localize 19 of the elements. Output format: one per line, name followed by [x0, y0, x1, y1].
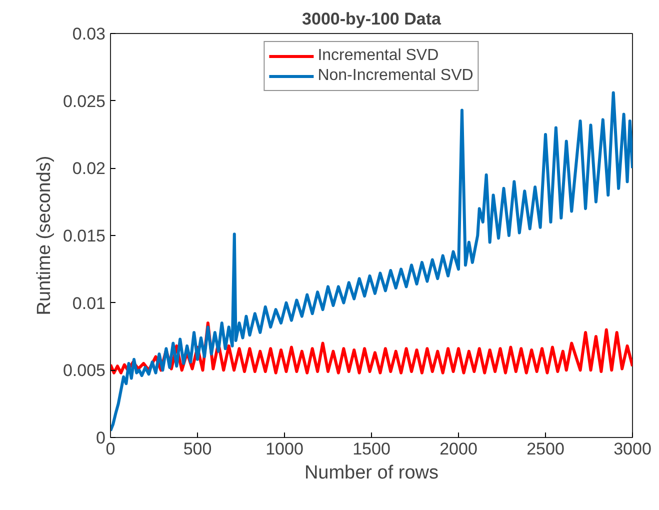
legend-label: Non-Incremental SVD — [318, 67, 474, 85]
x-tick-label: 2000 — [440, 440, 478, 458]
y-tick-label: 0.015 — [62, 226, 106, 246]
x-tick-label: 1000 — [266, 440, 304, 458]
x-tick-label: 2500 — [526, 440, 564, 458]
x-axis-title: Number of rows — [304, 462, 439, 484]
y-tick-label: 0.005 — [62, 361, 106, 380]
line-series — [110, 322, 632, 374]
chart-title: 3000-by-100 Data — [302, 10, 442, 28]
x-tick-label: 1500 — [352, 440, 390, 458]
y-tick-label: 0.01 — [72, 294, 106, 313]
y-tick-label: 0.025 — [62, 92, 106, 111]
x-tick-label: 3000 — [614, 440, 652, 458]
line-series — [110, 91, 632, 432]
y-axis-title: Runtime (seconds) — [34, 156, 55, 316]
legend-label: Incremental SVD — [318, 47, 439, 65]
y-tick-label: 0.02 — [72, 159, 106, 178]
y-tick-label: 0.03 — [72, 24, 106, 44]
x-tick-label: 500 — [183, 440, 212, 458]
